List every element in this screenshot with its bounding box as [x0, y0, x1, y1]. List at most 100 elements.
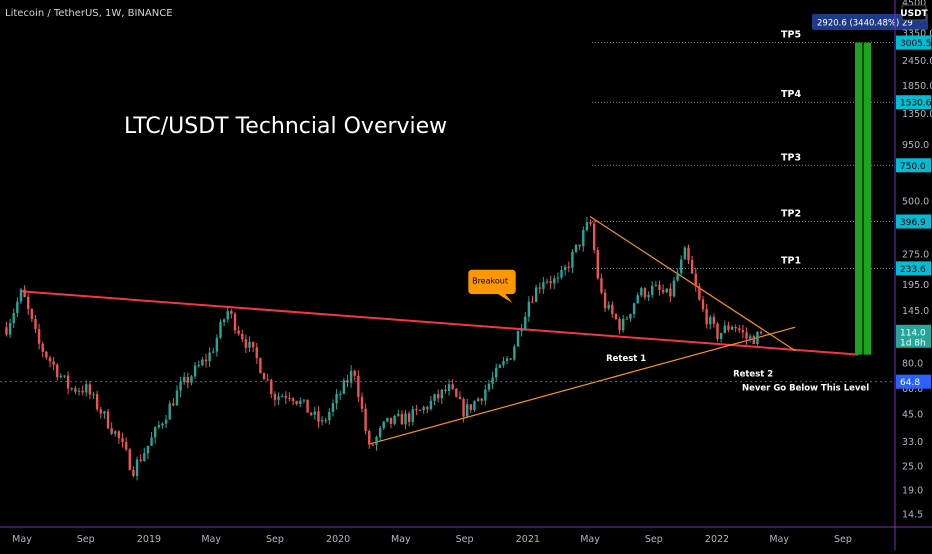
- candle-body: [549, 281, 552, 284]
- candle-body: [600, 278, 603, 293]
- candle-body: [407, 413, 411, 422]
- time-tick-label: Sep: [266, 534, 284, 545]
- candle-body: [571, 251, 574, 268]
- candle-body: [665, 288, 668, 293]
- candle-body: [364, 408, 367, 432]
- projection-tooltip: [812, 14, 928, 30]
- target-price-tag: [896, 261, 931, 276]
- currency-label: USDT: [900, 9, 928, 19]
- candle-body: [88, 384, 92, 395]
- candle-body: [745, 332, 748, 339]
- breakout-label: Breakout: [472, 276, 508, 285]
- candle-body: [444, 389, 447, 391]
- target-label: TP4: [781, 89, 801, 100]
- time-axis[interactable]: May Sep 2019 May Sep 2020 May Sep 2021 May Sep 2022…: [0, 526, 932, 545]
- candle-body: [701, 299, 705, 310]
- price-axis[interactable]: 14.5 19.0 25.0 33.0 45.0 60.0 80.0 145.0 195.0 27…: [894, 0, 932, 550]
- candle-body: [694, 273, 697, 287]
- candle-body: [415, 409, 418, 411]
- candle-body: [81, 390, 84, 393]
- candle-body: [574, 244, 578, 252]
- candle-body: [520, 328, 523, 332]
- candle-body: [429, 400, 433, 410]
- resistance-trendline: [21, 290, 859, 356]
- candle-body: [270, 379, 273, 395]
- candle-body: [632, 303, 636, 314]
- candle-body: [491, 377, 494, 384]
- candle-body: [393, 415, 396, 424]
- candle-body: [288, 397, 291, 399]
- candle-body: [716, 323, 719, 339]
- candle-body: [752, 336, 755, 345]
- candle-body: [313, 411, 317, 415]
- price-tick-label: 195.0: [902, 280, 929, 291]
- currency-button[interactable]: [901, 4, 927, 21]
- price-tick-label: 500.0: [902, 197, 929, 208]
- candle-body: [103, 411, 106, 414]
- candle-body: [440, 389, 443, 399]
- candle-body: [226, 311, 229, 320]
- candle-body: [237, 330, 240, 334]
- candle-body: [476, 398, 480, 402]
- candle-body: [16, 301, 19, 313]
- price-tick-label: 14.5: [902, 510, 923, 521]
- price-tick-label: 80.0: [902, 359, 923, 370]
- candle-body: [513, 346, 516, 360]
- candle-body: [614, 313, 618, 319]
- candle-body: [542, 282, 545, 289]
- candle-body: [12, 312, 15, 324]
- candle-body: [193, 365, 197, 377]
- candle-body: [618, 318, 621, 331]
- candle-body: [621, 318, 625, 331]
- time-tick-label: May: [391, 534, 411, 545]
- price-tick-label: 1350.0: [902, 109, 932, 120]
- chart-title: LTC/USDT Techncial Overview: [124, 114, 447, 139]
- candle-body: [212, 351, 215, 353]
- candle-body: [183, 376, 186, 383]
- candle-body: [190, 376, 193, 383]
- candle-body: [251, 341, 255, 348]
- candle-body: [41, 343, 44, 352]
- candle-body: [658, 284, 661, 290]
- time-tick-label: Sep: [645, 534, 663, 545]
- candles: [5, 217, 763, 481]
- candle-body: [484, 389, 487, 401]
- support-trendline: [369, 326, 796, 445]
- candle-body: [306, 399, 309, 413]
- candle-body: [567, 266, 570, 268]
- candle-body: [309, 412, 313, 415]
- candle-body: [201, 359, 204, 366]
- candle-body: [607, 304, 610, 309]
- candle-body: [756, 331, 759, 345]
- candle-body: [447, 384, 451, 391]
- candle-body: [418, 410, 422, 412]
- time-tick-label: 2019: [137, 534, 161, 545]
- price-tick-label: 60.0: [902, 384, 923, 395]
- candle-body: [114, 431, 117, 434]
- candle-body: [85, 384, 88, 393]
- candle-body: [349, 370, 353, 383]
- candle-body: [48, 357, 52, 362]
- candle-body: [661, 289, 665, 293]
- candle-body: [266, 379, 269, 381]
- candle-body: [709, 316, 712, 325]
- candle-body: [585, 222, 589, 231]
- time-tick-label: Sep: [77, 534, 95, 545]
- candle-body: [153, 427, 157, 438]
- candle-body: [59, 375, 63, 378]
- candle-body: [27, 296, 30, 309]
- target-price-tag-label: 3005.5: [900, 39, 932, 49]
- candle-body: [451, 384, 454, 389]
- chart-overlays: Never Go Below This Level TP5 TP4 TP3 TP2 TP1…: [467, 14, 928, 394]
- candle-body: [30, 308, 34, 319]
- candle-body: [748, 336, 752, 339]
- candle-body: [556, 277, 560, 279]
- candle-body: [465, 404, 469, 417]
- candle-body: [516, 331, 520, 347]
- candle-body: [455, 388, 458, 397]
- candle-body: [164, 419, 168, 424]
- candle-body: [204, 359, 208, 362]
- current-price-tag: [896, 324, 931, 348]
